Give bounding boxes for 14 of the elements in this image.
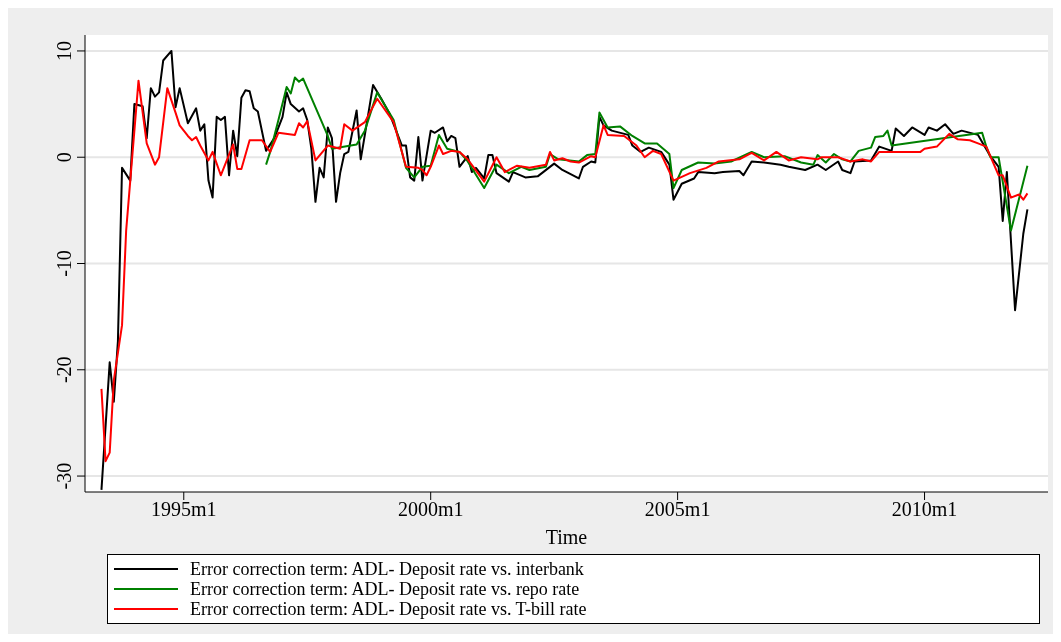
legend-label: Error correction term: ADL- Deposit rate vs. T-bill rate xyxy=(190,598,587,620)
x-tick-label: 2005m1 xyxy=(644,498,711,521)
x-tick-label: 2000m1 xyxy=(397,498,464,521)
x-tick-label: 1995m1 xyxy=(150,498,217,521)
x-tick-label: 2010m1 xyxy=(891,498,958,521)
line-series xyxy=(265,76,1029,232)
y-tick-label: 10 xyxy=(53,40,75,61)
y-tick-label: -30 xyxy=(53,462,75,490)
y-tick-label: -10 xyxy=(53,250,75,277)
x-axis-title: Time xyxy=(545,526,588,548)
y-tick-label: -20 xyxy=(53,356,75,384)
legend-label: Error correction term: ADL- Deposit rate vs. repo rate xyxy=(190,578,580,600)
y-tick-label: 0 xyxy=(53,152,75,163)
legend-label: Error correction term: ADL- Deposit rate vs. interbank xyxy=(190,558,584,580)
